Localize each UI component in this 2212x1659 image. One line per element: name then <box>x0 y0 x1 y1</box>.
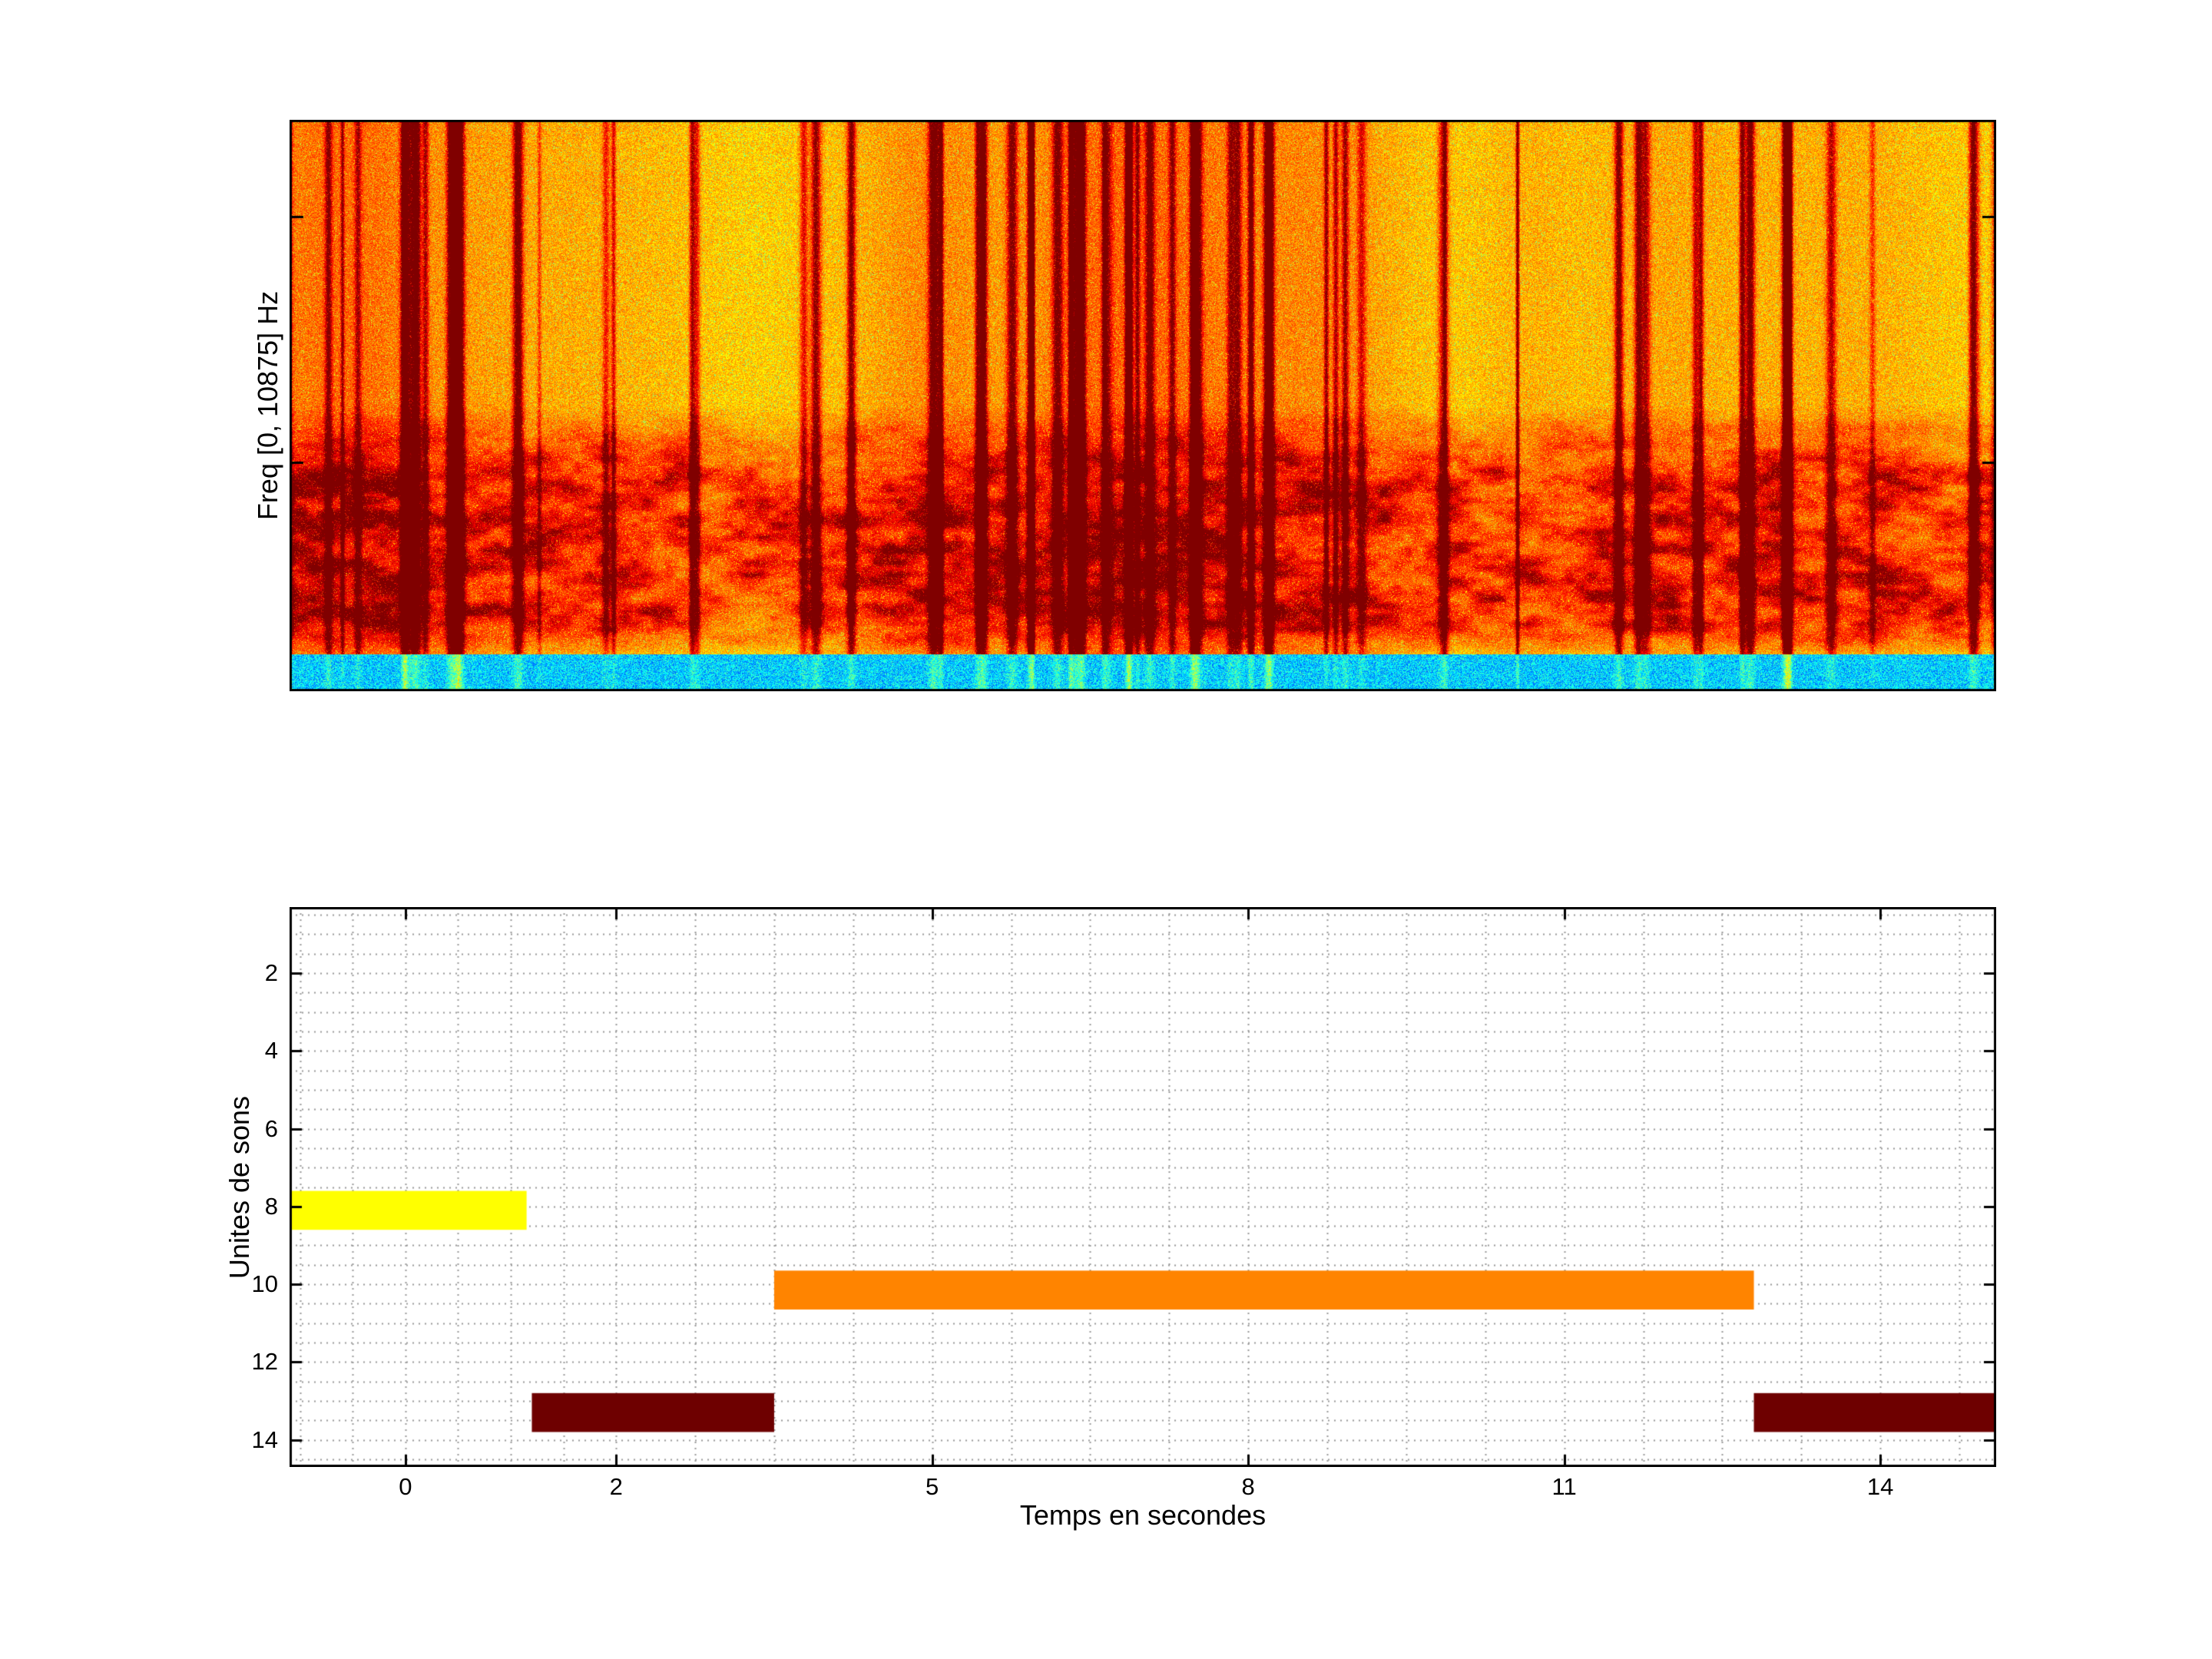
y-tick-label: 14 <box>251 1426 278 1453</box>
y-tick-label: 12 <box>251 1348 278 1376</box>
timeline-canvas <box>290 907 1996 1467</box>
y-tick-label: 2 <box>264 959 278 987</box>
x-tick-label: 14 <box>1866 1473 1894 1500</box>
y-tick-label: 10 <box>251 1270 278 1298</box>
x-tick-label: 0 <box>399 1473 412 1500</box>
spectrogram-y-axis-label: Freq [0, 10875] Hz <box>252 290 283 521</box>
x-tick-label: 2 <box>609 1473 623 1500</box>
y-tick-label: 8 <box>264 1192 278 1220</box>
timeline-x-axis-label: Temps en secondes <box>1019 1499 1267 1531</box>
y-tick-label: 6 <box>264 1114 278 1142</box>
x-tick-label: 11 <box>1551 1473 1577 1500</box>
timeline-plot: 0 2 5 8 11 14 2 4 6 8 10 12 14 <box>252 907 1996 1499</box>
x-tick-label: 5 <box>926 1473 939 1500</box>
spectrogram-plot <box>290 120 1996 691</box>
x-tick-label: 8 <box>1241 1473 1255 1500</box>
spectrogram-canvas <box>290 120 1996 691</box>
y-tick-label: 4 <box>264 1037 278 1065</box>
timeline-y-axis-label: Unites de sons <box>224 1095 255 1280</box>
